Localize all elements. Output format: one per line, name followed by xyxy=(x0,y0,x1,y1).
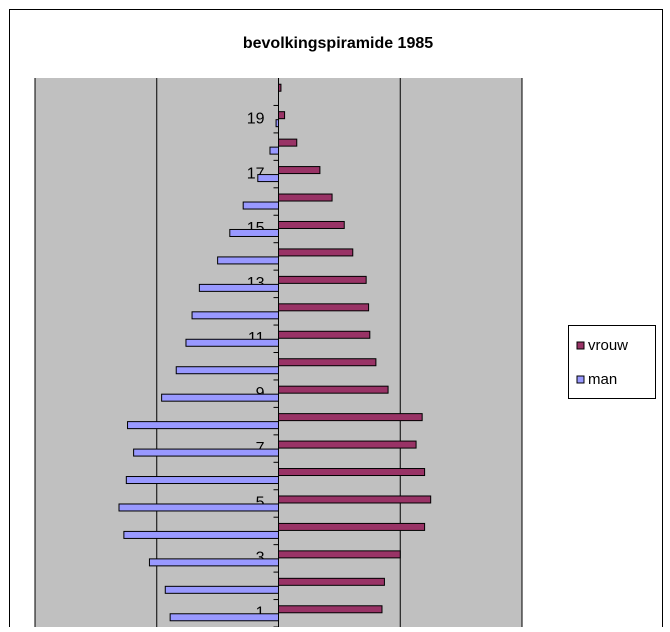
legend-label: man xyxy=(588,371,617,388)
legend-swatch xyxy=(576,341,585,350)
bar xyxy=(278,577,385,586)
bar xyxy=(278,248,354,257)
bar xyxy=(229,228,280,237)
bar xyxy=(278,440,417,449)
bar xyxy=(257,174,279,183)
bar xyxy=(278,166,321,175)
y-tick-label: 7 xyxy=(256,440,265,457)
y-tick-label: 3 xyxy=(256,550,265,567)
bar xyxy=(278,275,367,284)
bar xyxy=(148,558,279,567)
bar xyxy=(169,613,279,622)
legend xyxy=(568,325,656,399)
bar xyxy=(275,119,280,128)
y-tick-label: 9 xyxy=(256,385,265,402)
legend-label: vrouw xyxy=(588,337,628,354)
bar xyxy=(191,311,279,320)
bar xyxy=(278,330,371,339)
bar xyxy=(217,256,279,265)
y-tick-label: 5 xyxy=(256,495,265,512)
chart-title: bevolkingspiramide 1985 xyxy=(243,35,433,52)
bar xyxy=(278,83,282,92)
bar xyxy=(161,393,279,402)
bar xyxy=(278,220,345,229)
bar xyxy=(123,530,279,539)
bar xyxy=(278,495,432,504)
bar xyxy=(125,476,279,485)
bar xyxy=(278,138,298,147)
bar xyxy=(185,338,279,347)
bar xyxy=(269,146,280,155)
bar xyxy=(278,413,423,422)
y-tick-label: 19 xyxy=(247,110,265,127)
bar xyxy=(198,283,279,292)
y-tick-label: 1 xyxy=(256,604,265,621)
bar xyxy=(133,448,279,457)
bar xyxy=(175,366,279,375)
bar xyxy=(278,605,383,614)
bar xyxy=(242,201,280,210)
legend-swatch xyxy=(576,375,585,384)
bar xyxy=(278,468,426,477)
bar xyxy=(127,421,279,430)
bar xyxy=(278,193,333,202)
bar xyxy=(278,111,286,120)
bar xyxy=(278,303,370,312)
bar xyxy=(278,358,377,367)
bar xyxy=(118,503,279,512)
bar xyxy=(278,522,426,531)
bar xyxy=(278,385,389,394)
bar xyxy=(164,585,280,594)
bar xyxy=(278,550,401,559)
